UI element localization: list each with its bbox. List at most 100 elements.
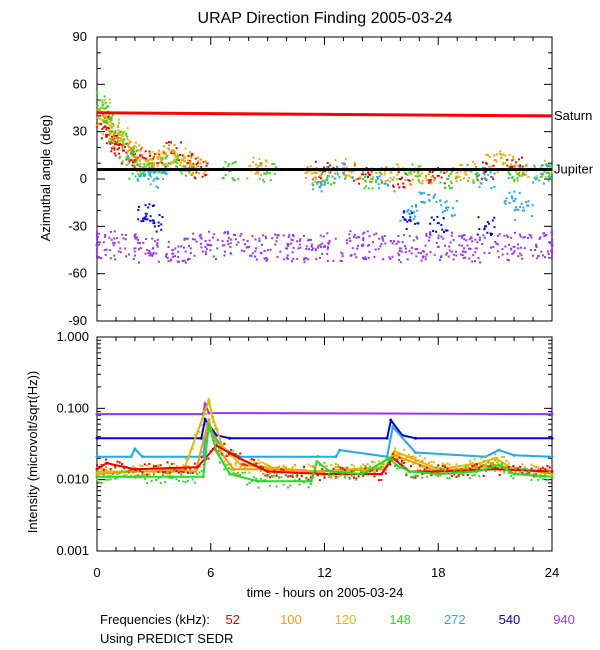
noise-dot bbox=[430, 464, 433, 467]
scatter-dot bbox=[147, 170, 150, 173]
intensity-line bbox=[97, 400, 553, 416]
scatter-dot bbox=[321, 170, 324, 173]
scatter-dot bbox=[132, 161, 135, 164]
data-point bbox=[122, 149, 126, 152]
noise-dot bbox=[539, 476, 542, 479]
scatter-dot bbox=[152, 165, 155, 168]
scatter-dot bbox=[316, 183, 319, 186]
scatter-dot bbox=[398, 186, 401, 189]
scatter-dot bbox=[356, 244, 359, 247]
noise-dot bbox=[343, 476, 346, 479]
noise-dot bbox=[498, 473, 501, 476]
x-tick-label: 24 bbox=[545, 565, 559, 580]
data-point bbox=[512, 200, 516, 203]
scatter-dot bbox=[157, 260, 160, 263]
scatter-dot bbox=[265, 173, 268, 176]
scatter-dot bbox=[137, 179, 140, 182]
noise-dot bbox=[480, 464, 483, 467]
scatter-dot bbox=[416, 172, 419, 175]
data-point bbox=[125, 155, 129, 158]
noise-dot bbox=[148, 473, 151, 476]
noise-dot bbox=[259, 461, 262, 464]
scatter-dot bbox=[499, 150, 502, 153]
noise-dot bbox=[525, 471, 528, 474]
noise-dot bbox=[275, 466, 278, 469]
scatter-dot bbox=[398, 249, 401, 252]
scatter-dot bbox=[522, 206, 525, 209]
scatter-dot bbox=[192, 232, 195, 235]
scatter-dot bbox=[433, 177, 436, 180]
scatter-dot bbox=[545, 164, 548, 167]
scatter-dot bbox=[418, 173, 421, 176]
scatter-dot bbox=[522, 236, 525, 239]
scatter-dot bbox=[366, 230, 369, 233]
scatter-dot bbox=[100, 257, 103, 260]
scatter-dot bbox=[144, 252, 147, 255]
scatter-dot bbox=[447, 255, 450, 258]
scatter-dot bbox=[321, 179, 324, 182]
series-940 bbox=[95, 400, 554, 416]
scatter-dot bbox=[481, 161, 484, 164]
noise-dot bbox=[155, 465, 158, 468]
noise-dot bbox=[539, 467, 542, 470]
scatter-dot bbox=[409, 212, 412, 215]
scatter-dot bbox=[463, 247, 466, 250]
scatter-dot bbox=[180, 141, 183, 144]
scatter-dot bbox=[472, 160, 475, 163]
noise-dot bbox=[409, 476, 412, 479]
scatter-dot bbox=[139, 170, 142, 173]
scatter-dot bbox=[302, 258, 305, 261]
scatter-dot bbox=[254, 255, 257, 258]
scatter-dot bbox=[179, 163, 182, 166]
scatter-dot bbox=[434, 178, 437, 181]
noise-dot bbox=[321, 471, 324, 474]
scatter-dot bbox=[343, 163, 346, 166]
scatter-dot bbox=[255, 166, 258, 169]
noise-dot bbox=[230, 448, 233, 451]
noise-dot bbox=[332, 467, 335, 470]
scatter-dot bbox=[260, 243, 263, 246]
scatter-dot bbox=[269, 172, 272, 175]
scatter-dot bbox=[307, 258, 310, 261]
scatter-dot bbox=[157, 221, 160, 224]
scatter-dot bbox=[518, 233, 521, 236]
noise-dot bbox=[316, 474, 319, 477]
scatter-dot bbox=[364, 256, 367, 259]
noise-dot bbox=[284, 474, 287, 477]
noise-dot bbox=[471, 461, 474, 464]
scatter-dot bbox=[448, 245, 451, 248]
scatter-dot bbox=[101, 127, 104, 130]
scatter-dot bbox=[426, 179, 429, 182]
scatter-dot bbox=[425, 234, 428, 237]
noise-dot bbox=[494, 466, 497, 469]
scatter-dot bbox=[150, 163, 153, 166]
scatter-dot bbox=[117, 143, 120, 146]
scatter-dot bbox=[147, 163, 150, 166]
scatter-dot bbox=[486, 154, 489, 157]
scatter-dot bbox=[246, 246, 249, 249]
noise-dot bbox=[255, 463, 258, 466]
noise-dot bbox=[480, 457, 483, 460]
scatter-dot bbox=[237, 178, 240, 181]
scatter-dot bbox=[460, 163, 463, 166]
scatter-dot bbox=[519, 246, 522, 249]
scatter-dot bbox=[137, 241, 140, 244]
scatter-dot bbox=[415, 204, 418, 207]
scatter-dot bbox=[362, 170, 365, 173]
scatter-dot bbox=[147, 162, 150, 165]
data-point bbox=[95, 436, 99, 440]
noise-dot bbox=[471, 474, 474, 477]
data-point bbox=[516, 173, 520, 176]
noise-dot bbox=[355, 477, 358, 480]
noise-dot bbox=[498, 464, 501, 467]
noise-dot bbox=[412, 462, 415, 465]
scatter-dot bbox=[326, 166, 329, 169]
scatter-dot bbox=[135, 160, 138, 163]
data-point bbox=[195, 165, 199, 168]
scatter-dot bbox=[524, 236, 527, 239]
noise-dot bbox=[407, 453, 410, 456]
noise-dot bbox=[205, 451, 208, 454]
scatter-dot bbox=[370, 170, 373, 173]
scatter-dot bbox=[133, 236, 136, 239]
scatter-dot bbox=[452, 258, 455, 261]
